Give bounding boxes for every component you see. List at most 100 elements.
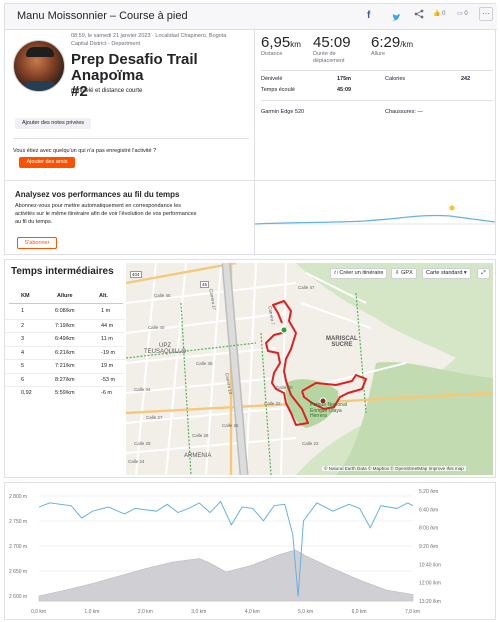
elapsed-value: 45:09 [337,87,352,93]
map-label-line: SUCRE [331,342,353,348]
create-route-button[interactable]: ⛙ Créer un itinéraire [330,268,388,279]
analysis-title: Analysez vos performances au fil du temp… [15,190,180,199]
map-type-select[interactable]: Carte standard ▾ [422,268,471,279]
more-options-button[interactable]: ⋯ [479,7,493,21]
split-row[interactable]: 5 7:21/km 19 m [5,359,125,372]
split-alt: 11 m [101,336,113,342]
stat-moving-time: 45:09 Durée de déplacement [313,34,351,64]
expand-icon: ⤢ [481,270,486,276]
analysis-vertical-divider [254,181,255,255]
map-route-shield: 45 [200,281,210,288]
split-pace: 6:08/km [55,308,75,314]
split-row[interactable]: 1 6:08/km 1 m [5,305,125,318]
elevation-pace-chart[interactable]: 2 800 m 2 750 m 2 700 m 2 650 m 2 600 m 5:20 … [5,483,495,619]
calories-value: 242 [461,76,471,82]
route-icon: ⛙ [334,270,338,276]
map-type-value: Carte standard [426,270,463,276]
map-street-label: Calle 27 [146,415,163,420]
splits-header-alt: Alt. [99,293,108,299]
split-pace: 7:21/km [55,363,75,369]
y-left-tick-label: 2 700 m [9,544,27,550]
map-route-shield: 404 [130,271,142,278]
moving-time-value: 45:09 [313,34,351,51]
y-right-tick-label: 9:20 /km [419,544,438,550]
y-right-tick-label: 13:20 /km [419,599,441,605]
y-right-tick-label: 12:00 /km [419,581,441,587]
map-label-armenia: ARMENIA [184,453,212,459]
stats-divider [261,100,493,101]
activity-title-line: #2 [71,83,88,100]
activity-meta-line: 08:59, le samedi 21 janvier 2023 · Local… [71,33,227,39]
map-street-label: Calle 24 [128,459,145,464]
split-alt: -53 m [101,376,116,383]
activity-meta-line: Capital District - Department [71,41,141,47]
gpx-button[interactable]: ⇩ GPX [391,268,417,279]
split-row[interactable]: 6 8:27/km -53 m [5,372,125,386]
share-icon[interactable] [414,9,424,22]
subscribe-button[interactable]: S'abonner [17,237,57,249]
analysis-text-line: au fil du temps. [15,219,53,225]
device-name: Garmin Edge 520 [261,109,305,115]
facebook-icon[interactable]: f [367,10,371,21]
map-label-line: UPZ [159,343,171,349]
stat-pace: 6:29/km Allure [371,34,413,58]
avatar[interactable] [13,40,65,92]
split-km: 3 [21,336,25,342]
split-pace: 8:27/km [55,376,75,383]
map-street-label: Calle 40 [148,325,165,330]
comment-count: 0 [464,11,468,17]
map-attribution: © Natural Earth Data © Mapbox © OpenStre… [322,466,466,471]
x-tick-label: 6,0 km [352,609,367,615]
split-km: 6 [21,376,25,383]
chevron-down-icon: ▾ [463,270,467,276]
gpx-label: GPX [401,270,413,276]
private-notes-button[interactable]: Ajouter des notes privées [15,118,91,129]
splits-title: Temps intermédiaires [11,266,114,277]
map-street-label: Calle 28 [192,433,209,438]
elapsed-label: Temps écoulé [261,87,295,93]
map-street-label: Calle 47 [298,285,315,290]
map-label-line: MARISCAL [326,336,358,342]
fullscreen-button[interactable]: ⤢ [477,268,490,279]
split-alt: 19 m [101,363,114,369]
pace-label: Allure [371,51,386,57]
splits-header-divider [9,303,123,304]
shoes-label: Chaussures: — [385,109,423,115]
create-route-label: Créer un itinéraire [339,270,384,276]
kudos-count: 0 [442,11,446,17]
split-row[interactable]: 4 6:21/km -19 m [5,345,125,359]
map-street-label: Calle 22 [302,441,319,446]
y-right-tick-label: 5:20 /km [419,489,438,495]
divider [13,138,249,139]
map-label-line: TEUSAQUILLO [144,349,187,355]
map-label-line: Enrique Olaya [310,407,342,414]
splits-map-card: Temps intermédiaires KM Allure Alt. 1 6:0… [4,259,496,478]
analysis-divider [5,180,495,181]
map-street-label: Calle 25 [134,441,151,446]
map-label-mariscal: MARISCAL SUCRE [326,336,358,348]
split-pace: 5:59/km [55,390,75,396]
comment-button[interactable]: ▭ 0 [457,10,468,17]
add-friends-button[interactable]: Ajouter des amis [19,157,75,168]
activity-description: dénivelé et distance courte [71,88,143,94]
kudos-button[interactable]: 👍 0 [433,10,446,17]
activity-meta: 08:59, le samedi 21 janvier 2023 · Local… [71,32,251,48]
x-tick-label: 3,0 km [191,609,206,615]
split-alt: 1 m [101,308,111,314]
pace-unit: /km [400,40,414,49]
route-map[interactable]: MARISCAL SUCRE UPZ TEUSAQUILLO ARMENIA P… [126,263,493,475]
split-row[interactable]: 0,92 5:59/km -6 m [5,386,125,399]
activity-title-line: Prep Desafio Trail Anapoïma [71,51,198,84]
y-left-tick-label: 2 650 m [9,569,27,575]
x-tick-label: 1,0 km [84,609,99,615]
twitter-icon[interactable] [391,10,401,28]
elevation-chart-card: 2 800 m 2 750 m 2 700 m 2 650 m 2 600 m 5:20 … [4,482,496,620]
split-row[interactable]: 2 7:19/km 44 m [5,318,125,332]
map-street-label: Calle 45 [154,293,171,298]
stats-divider [254,30,255,180]
split-km: 4 [21,349,25,356]
split-pace: 7:19/km [55,322,75,329]
split-row[interactable]: 3 6:49/km 11 m [5,332,125,345]
splits-header-pace: Allure [57,293,73,299]
moving-time-label: Durée de [313,51,336,57]
